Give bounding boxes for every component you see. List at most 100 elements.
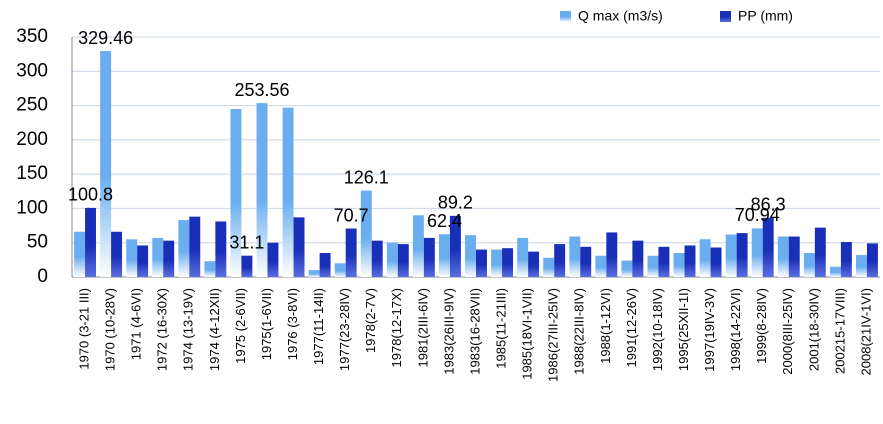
value-label: 70.94 [735, 205, 780, 225]
bar [85, 207, 96, 277]
value-label: 126.1 [344, 167, 389, 187]
value-label: 62.4 [427, 211, 462, 231]
x-tick-label: 1975(1-6VII) [259, 288, 274, 360]
bar [803, 253, 815, 277]
bar [502, 248, 514, 277]
bar [137, 245, 149, 277]
bar [595, 255, 607, 277]
bar [491, 249, 503, 277]
y-tick-label: 200 [16, 129, 48, 150]
bar [777, 236, 789, 277]
bar [152, 237, 164, 277]
bar [658, 246, 670, 277]
x-tick-label: 1977(11-14II) [311, 288, 326, 365]
x-tick-label: 1983(26III-9IV) [441, 288, 456, 375]
x-tick-label: 1978(2-7V) [363, 288, 378, 353]
value-label: 31.1 [229, 232, 264, 252]
legend-label: PP (mm) [738, 8, 793, 24]
bar [751, 228, 763, 277]
x-tick-label: 1970 (3-21 III) [76, 288, 91, 370]
bar [684, 245, 696, 277]
y-tick-label: 150 [16, 163, 48, 184]
bar [699, 239, 711, 277]
x-tick-label: 2000(8III-25IV) [780, 288, 795, 375]
x-tick-label: 1985(11-21III) [494, 288, 509, 369]
x-tick-label: 1974 (13-19V) [181, 288, 196, 371]
y-tick-label: 300 [16, 60, 48, 81]
bar [334, 263, 346, 277]
bar [814, 227, 826, 277]
bar [621, 260, 633, 277]
bar [554, 244, 566, 277]
bar [189, 216, 201, 277]
x-tick-label: 1972 (16-30X) [155, 288, 170, 371]
x-tick-label: 1986(27III-25IV) [546, 288, 561, 382]
x-tick-label: 1997(19IV-3V) [702, 288, 717, 372]
bar [178, 220, 190, 277]
bar [282, 107, 294, 277]
bar [632, 240, 644, 277]
x-tick-label: 1976 (3-8VI) [285, 288, 300, 360]
value-label: 70.7 [334, 205, 369, 225]
x-tick-label: 2008(21IV-1VI) [858, 288, 873, 375]
x-tick-label: 1983(16-28VII) [467, 288, 482, 375]
x-tick-label: 1992(10-18IV) [650, 288, 665, 371]
bar [256, 103, 268, 278]
x-tick-label: 1975 (2-6VII) [233, 288, 248, 364]
bar [360, 190, 372, 277]
x-tick-label: 2001(18-30IV) [806, 288, 821, 371]
legend-swatch [560, 11, 571, 22]
y-tick-label: 0 [37, 266, 48, 287]
bar [126, 239, 138, 277]
bar [438, 234, 450, 277]
y-tick-label: 350 [16, 26, 48, 47]
bar [840, 242, 852, 277]
bar [74, 231, 86, 277]
bar [423, 237, 435, 277]
bar [725, 234, 737, 277]
bar [856, 255, 867, 277]
bar [829, 266, 841, 277]
x-tick-label: 1970 (10-28V) [103, 288, 118, 371]
bar [204, 261, 216, 277]
x-tick-label: 1978(12-17X) [389, 288, 404, 368]
value-label: 86.3 [751, 195, 786, 215]
x-tick-label: 1991(12-26V) [624, 288, 639, 368]
bar [647, 255, 659, 277]
x-tick-label: 1995(25XII-1I) [676, 288, 691, 371]
x-tick-label: 1977(23-28IV) [337, 288, 352, 371]
x-tick-label: 200215-17VIII) [832, 288, 847, 374]
bar [386, 242, 398, 277]
value-label: 89.2 [438, 193, 473, 213]
x-tick-label: 1999(8-28IV) [754, 288, 769, 364]
bar [371, 240, 383, 277]
bar [449, 215, 461, 277]
bar [736, 233, 748, 277]
x-tick-label: 1988(1-12VI) [598, 288, 613, 364]
value-label: 253.56 [234, 80, 289, 100]
bar [412, 215, 424, 277]
bar [230, 109, 242, 277]
bar [606, 232, 618, 277]
y-tick-label: 50 [27, 232, 48, 253]
bar [580, 246, 592, 277]
bar [673, 253, 685, 277]
bar [788, 236, 800, 277]
x-tick-label: 1985(18VI-1VII) [520, 288, 535, 380]
bar [476, 249, 487, 277]
bar [397, 244, 409, 277]
bar [267, 242, 279, 277]
x-tick-label: 1971 (4-6VI) [129, 288, 144, 360]
bar [241, 255, 253, 277]
value-label: 329.46 [78, 28, 133, 48]
bar [308, 270, 320, 277]
bar [762, 217, 774, 277]
bar [569, 236, 581, 277]
bar [293, 217, 305, 277]
bar [215, 221, 227, 277]
bar [528, 251, 540, 277]
bar [163, 240, 175, 277]
bar [465, 235, 476, 277]
bar [517, 237, 529, 277]
